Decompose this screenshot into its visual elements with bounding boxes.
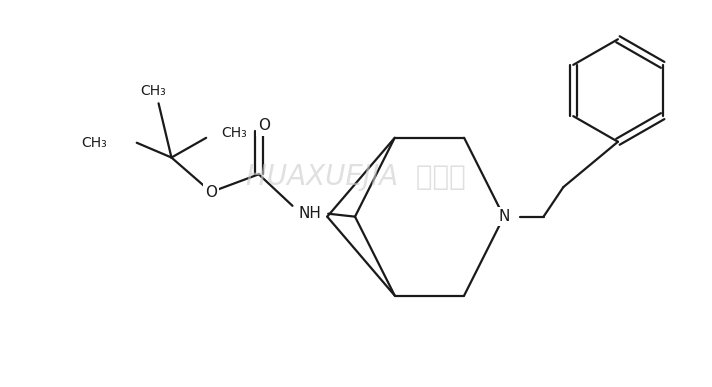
Text: N: N — [498, 209, 510, 224]
Text: NH: NH — [299, 206, 322, 221]
Text: O: O — [258, 118, 270, 134]
Text: CH₃: CH₃ — [221, 126, 247, 140]
Text: HUAXUEJIA  化学加: HUAXUEJIA 化学加 — [246, 163, 466, 191]
Text: CH₃: CH₃ — [81, 136, 107, 150]
Text: O: O — [205, 185, 217, 200]
Text: CH₃: CH₃ — [141, 84, 167, 98]
